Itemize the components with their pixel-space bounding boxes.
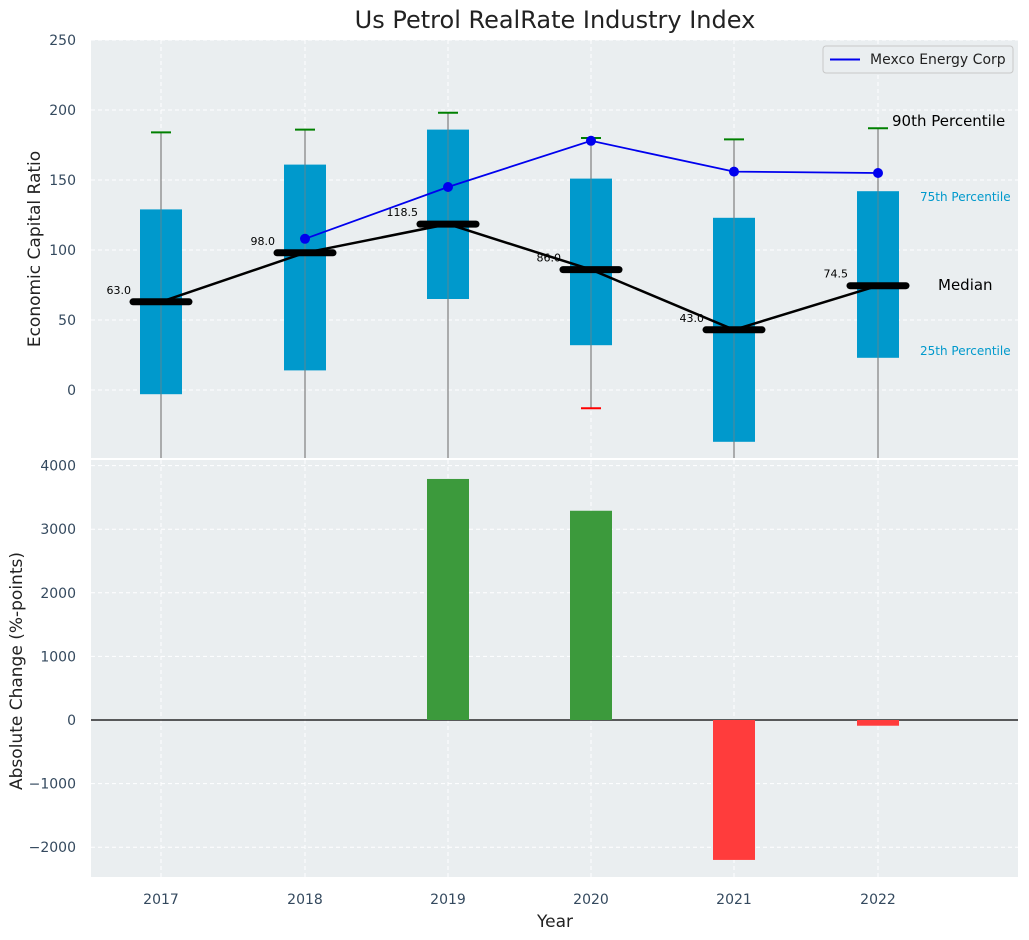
legend: Mexco Energy Corp (822, 45, 1014, 74)
bottom-y-axis-label: Absolute Change (%-points) (7, 552, 27, 790)
x-tick-label: 2017 (143, 892, 179, 908)
top-y-axis-label: Economic Capital Ratio (25, 151, 45, 347)
y-tick-label: 1000 (40, 649, 76, 665)
annotation-75th: 75th Percentile (920, 190, 1011, 204)
change-bar (570, 510, 612, 720)
y-tick-label: 50 (58, 313, 76, 329)
company-point (586, 135, 596, 146)
x-axis-ticks: 2017 2018 2019 2020 2021 2022 (143, 892, 896, 908)
y-tick-label: 3000 (40, 522, 76, 538)
median-value-label: 98.0 (251, 235, 276, 248)
top-y-axis-ticks: 0 50 100 150 200 250 (49, 33, 76, 399)
median-value-label: 63.0 (107, 284, 132, 297)
x-tick-label: 2019 (430, 892, 466, 908)
change-bar (857, 720, 899, 726)
company-series (300, 135, 883, 244)
x-tick-label: 2021 (716, 892, 752, 908)
company-point (873, 168, 883, 178)
x-tick-label: 2020 (573, 892, 609, 908)
legend-box (822, 45, 1014, 74)
median-value-label: 74.5 (824, 268, 849, 281)
median-connector (160, 222, 879, 332)
median-labels: 63.0 98.0 118.5 86.0 43.0 74.5 (107, 206, 849, 325)
y-tick-label: 150 (49, 173, 76, 189)
y-tick-label: 4000 (40, 459, 76, 475)
annotation-25th: 25th Percentile (920, 344, 1011, 358)
bottom-panel-background (91, 460, 1018, 877)
legend-label: Mexco Energy Corp (870, 52, 1006, 68)
y-tick-label: 0 (67, 713, 76, 729)
annotation-90th: 90th Percentile (892, 112, 1005, 130)
y-tick-label: −1000 (29, 777, 76, 793)
y-tick-label: 0 (67, 383, 76, 399)
median-value-label: 43.0 (680, 312, 705, 325)
bottom-y-axis-ticks: −2000 −1000 0 1000 2000 3000 4000 (29, 459, 76, 857)
y-tick-label: 250 (49, 33, 76, 49)
change-bar (713, 720, 755, 860)
y-tick-label: 2000 (40, 586, 76, 602)
company-point (729, 166, 739, 177)
annotation-median: Median (938, 276, 993, 294)
y-tick-label: 200 (49, 103, 76, 119)
median-value-label: 86.0 (537, 252, 562, 265)
median-value-label: 118.5 (387, 206, 419, 219)
median-line (160, 222, 879, 332)
y-tick-label: −2000 (29, 840, 76, 856)
y-tick-label: 100 (49, 243, 76, 259)
company-point (300, 233, 310, 244)
company-point (443, 182, 453, 192)
x-axis-label: Year (536, 912, 573, 932)
median-markers (129, 220, 910, 334)
change-bar (427, 478, 469, 720)
x-tick-label: 2022 (860, 892, 896, 908)
x-tick-label: 2018 (287, 892, 323, 908)
change-bars (427, 478, 899, 860)
chart-title: Us Petrol RealRate Industry Index (355, 6, 756, 34)
top-gridlines (91, 39, 1018, 458)
